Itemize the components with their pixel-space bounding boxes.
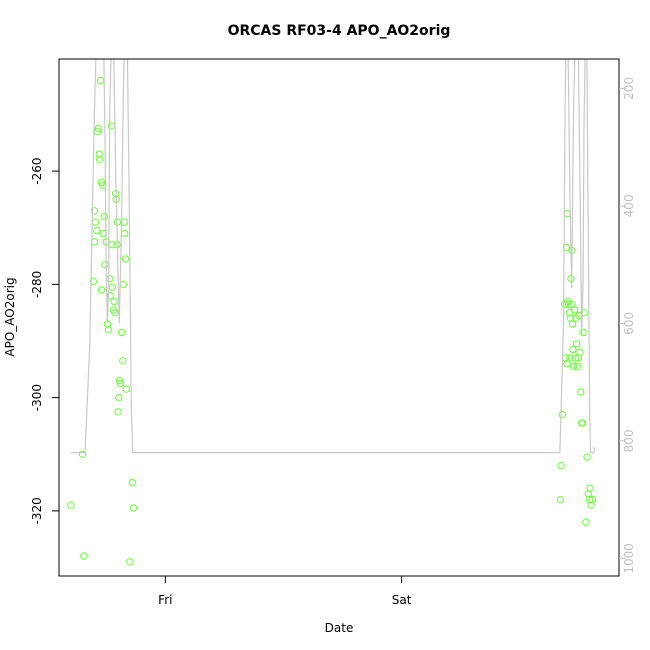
data-point (110, 297, 118, 306)
data-point (563, 209, 571, 218)
data-point (577, 388, 585, 396)
data-point (67, 501, 75, 509)
data-point (97, 286, 106, 294)
data-point (586, 484, 594, 492)
data-point (115, 376, 124, 385)
y2-tick-label: 400 (622, 194, 636, 217)
data-point (565, 300, 573, 308)
x-tick-label: Fri (158, 593, 172, 607)
data-point (80, 552, 88, 560)
data-point (587, 501, 595, 509)
data-point (111, 309, 119, 317)
plot-layer (67, 59, 597, 566)
data-point (114, 408, 122, 416)
data-point (117, 328, 126, 337)
y2-tick-label: 200 (622, 77, 636, 100)
data-point (93, 226, 101, 235)
data-point (126, 558, 134, 566)
x-tick-label: Sat (392, 593, 412, 607)
data-point (90, 207, 99, 215)
data-point (568, 300, 576, 308)
data-point (563, 360, 571, 368)
data-point (569, 362, 578, 371)
plot-frame (58, 58, 620, 577)
y2-tick-label: 800 (622, 429, 636, 452)
x-axis-label: Date (325, 621, 354, 635)
data-point (588, 495, 597, 504)
y2-tick-label: 600 (622, 312, 636, 335)
data-point (572, 340, 581, 348)
altitude-line (70, 59, 595, 454)
data-point (121, 255, 130, 263)
data-point (576, 348, 584, 356)
y2-tick-label: 1000 (622, 543, 636, 574)
data-point (570, 306, 579, 314)
data-point (78, 450, 87, 458)
y-tick-label: -280 (30, 271, 44, 298)
data-point (100, 212, 108, 221)
data-point (129, 504, 138, 512)
data-point (95, 156, 104, 164)
data-point (122, 385, 131, 393)
data-point (582, 518, 590, 526)
data-point (569, 345, 577, 354)
data-point (89, 277, 98, 286)
y-tick-label: -300 (30, 384, 44, 411)
data-point (106, 275, 114, 283)
data-point (571, 354, 579, 362)
data-point (116, 379, 125, 388)
data-point (108, 283, 116, 291)
plot-area (67, 59, 597, 566)
data-point (556, 495, 565, 504)
data-point (578, 419, 587, 427)
data-point (579, 328, 587, 337)
data-point (115, 393, 123, 402)
data-point (91, 218, 100, 226)
data-point (120, 218, 128, 226)
axes-layer: -320 -300 -280 -260 200 400 600 800 1000 Fri Sat (30, 77, 636, 607)
data-point (95, 150, 103, 158)
data-point (101, 260, 109, 269)
data-point (580, 309, 588, 317)
data-point (119, 280, 128, 289)
data-point (557, 461, 565, 470)
data-point (121, 229, 129, 238)
data-point (119, 357, 127, 365)
data-point (104, 326, 113, 334)
chart-title: ORCAS RF03-4 APO_AO2orig (228, 23, 451, 39)
data-point (566, 354, 574, 362)
data-point (573, 362, 582, 371)
data-point (558, 410, 566, 419)
y-axis-label: APO_AO2orig (3, 277, 17, 356)
data-point (94, 125, 102, 133)
data-point (568, 320, 577, 328)
data-point (96, 76, 105, 85)
y-tick-label: -320 (30, 497, 44, 524)
data-point (583, 453, 591, 461)
data-point (128, 478, 136, 487)
y-tick-label: -260 (30, 158, 44, 185)
